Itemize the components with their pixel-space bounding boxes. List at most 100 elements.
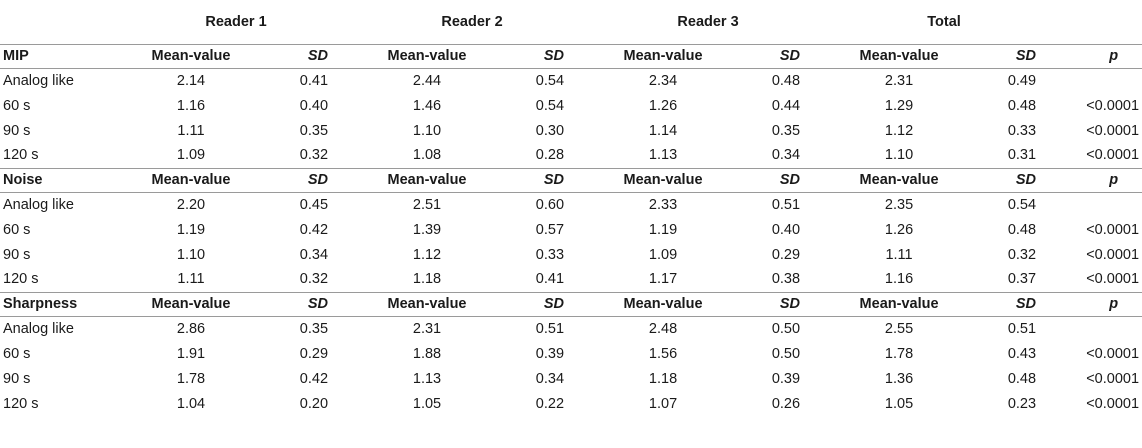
mean-value-cell: 2.35 [826,191,959,217]
row-label: 60 s [3,97,31,114]
sd-cell: 0.48 [722,67,827,93]
mean-value-cell: 1.09 [176,147,206,164]
mean-value-header: Mean-value [354,291,487,316]
p-value-cell [1062,315,1142,341]
mean-value-cell: 1.07 [648,395,678,412]
section-title: Sharpness [0,291,118,316]
mean-value-cell: 1.26 [648,97,678,114]
sd-cell: 0.35 [771,122,801,139]
sd-cell: 0.49 [958,67,1063,93]
p-header: p [1062,43,1142,68]
mean-value-header: Mean-value [826,43,959,68]
mean-value-header: Mean-value [118,291,250,316]
sd-header: SD [722,43,827,68]
mean-value-cell: 2.31 [354,315,487,341]
sd-header: SD [722,167,827,192]
mean-value-header: Mean-value [590,43,723,68]
sd-cell: 0.29 [771,246,801,263]
mean-value-cell: 1.11 [177,271,205,288]
row-label: 60 s [3,345,31,362]
sd-cell: 0.33 [535,246,565,263]
sd-cell: 0.35 [299,122,329,139]
p-value-cell: <0.0001 [1086,246,1140,263]
sd-cell: 0.40 [299,97,329,114]
header-reader-1: Reader 1 [205,13,267,30]
p-value-cell: <0.0001 [1086,147,1140,164]
mean-value-cell: 1.13 [648,147,678,164]
sd-cell: 0.30 [535,122,565,139]
sd-cell: 0.41 [250,67,355,93]
sd-cell: 0.34 [535,370,565,387]
table-row: 60 s 1.91 0.29 1.88 0.39 1.56 0.50 1.78 0.43 <0.0… [0,341,1142,366]
sd-cell: 0.54 [958,191,1063,217]
sd-cell: 0.34 [771,147,801,164]
mean-value-cell: 2.20 [118,191,250,217]
sd-cell: 0.54 [535,97,565,114]
mean-value-cell: 2.33 [590,191,723,217]
sd-header: SD [250,291,355,316]
mean-value-cell: 2.55 [826,315,959,341]
sd-cell: 0.22 [535,395,565,412]
mean-value-cell: 1.91 [176,345,206,362]
sd-cell: 0.50 [722,315,827,341]
table-row: 120 s 1.04 0.20 1.05 0.22 1.07 0.26 1.05 0.23 <0.… [0,391,1142,416]
header-p-blank [1062,0,1142,44]
mean-value-cell: 2.51 [354,191,487,217]
sd-cell: 0.45 [250,191,355,217]
sd-cell: 0.33 [1007,122,1037,139]
mean-value-cell: 1.17 [648,271,678,288]
mean-value-cell: 1.18 [412,271,442,288]
mean-value-cell: 1.19 [648,221,678,238]
sd-cell: 0.31 [1007,147,1037,164]
sd-cell: 0.35 [250,315,355,341]
table-header-row: Reader 1 Reader 2 Reader 3 Total [0,0,1142,44]
row-label: 90 s [3,122,31,139]
sd-cell: 0.60 [486,191,591,217]
header-total: Total [927,13,961,30]
p-value-cell: <0.0001 [1086,221,1140,238]
mean-value-cell: 1.09 [648,246,678,263]
sd-cell: 0.39 [771,370,801,387]
sd-cell: 0.29 [299,345,329,362]
sd-cell: 0.40 [771,221,801,238]
row-label: 120 s [3,147,39,164]
row-label: 120 s [3,395,39,412]
mean-value-cell: 2.44 [354,67,487,93]
p-header: p [1062,167,1142,192]
mean-value-cell: 1.12 [412,246,442,263]
mean-value-cell: 1.36 [884,370,914,387]
table-row: 60 s 1.19 0.42 1.39 0.57 1.19 0.40 1.26 0.48 <0.0… [0,217,1142,242]
mean-value-header: Mean-value [118,43,250,68]
corner-cell [0,0,118,44]
p-value-cell [1062,67,1142,93]
mean-value-cell: 1.08 [412,147,442,164]
p-value-cell: <0.0001 [1086,395,1140,412]
header-reader-2: Reader 2 [441,13,503,30]
table-row: Analog like 2.14 0.41 2.44 0.54 2.34 0.48 2.31 0… [0,67,1142,93]
mean-value-cell: 1.56 [648,345,678,362]
sd-cell: 0.38 [771,271,801,288]
sd-cell: 0.51 [958,315,1063,341]
sections-body: MIP Mean-value SD Mean-value SD Mean-value SD M… [0,43,1142,416]
section-header-row: Sharpness Mean-value SD Mean-value SD Mean-va… [0,291,1142,316]
mean-value-cell: 1.12 [884,122,914,139]
p-header: p [1062,291,1142,316]
section-header-row: MIP Mean-value SD Mean-value SD Mean-value SD M… [0,43,1142,68]
sd-cell: 0.26 [771,395,801,412]
mean-value-header: Mean-value [826,291,959,316]
mean-value-cell: 1.46 [412,97,442,114]
sd-cell: 0.48 [1007,221,1037,238]
sd-cell: 0.32 [299,271,329,288]
sd-cell: 0.39 [535,345,565,362]
mean-value-cell: 2.34 [590,67,723,93]
sd-cell: 0.48 [1007,370,1037,387]
row-label: Analog like [0,191,118,217]
mean-value-cell: 1.16 [884,271,914,288]
row-label: 90 s [3,246,31,263]
table-row: 90 s 1.10 0.34 1.12 0.33 1.09 0.29 1.11 0.32 <0.0… [0,242,1142,267]
sd-cell: 0.43 [1007,345,1037,362]
sd-cell: 0.54 [486,67,591,93]
p-value-cell: <0.0001 [1086,370,1140,387]
row-label: 90 s [3,370,31,387]
